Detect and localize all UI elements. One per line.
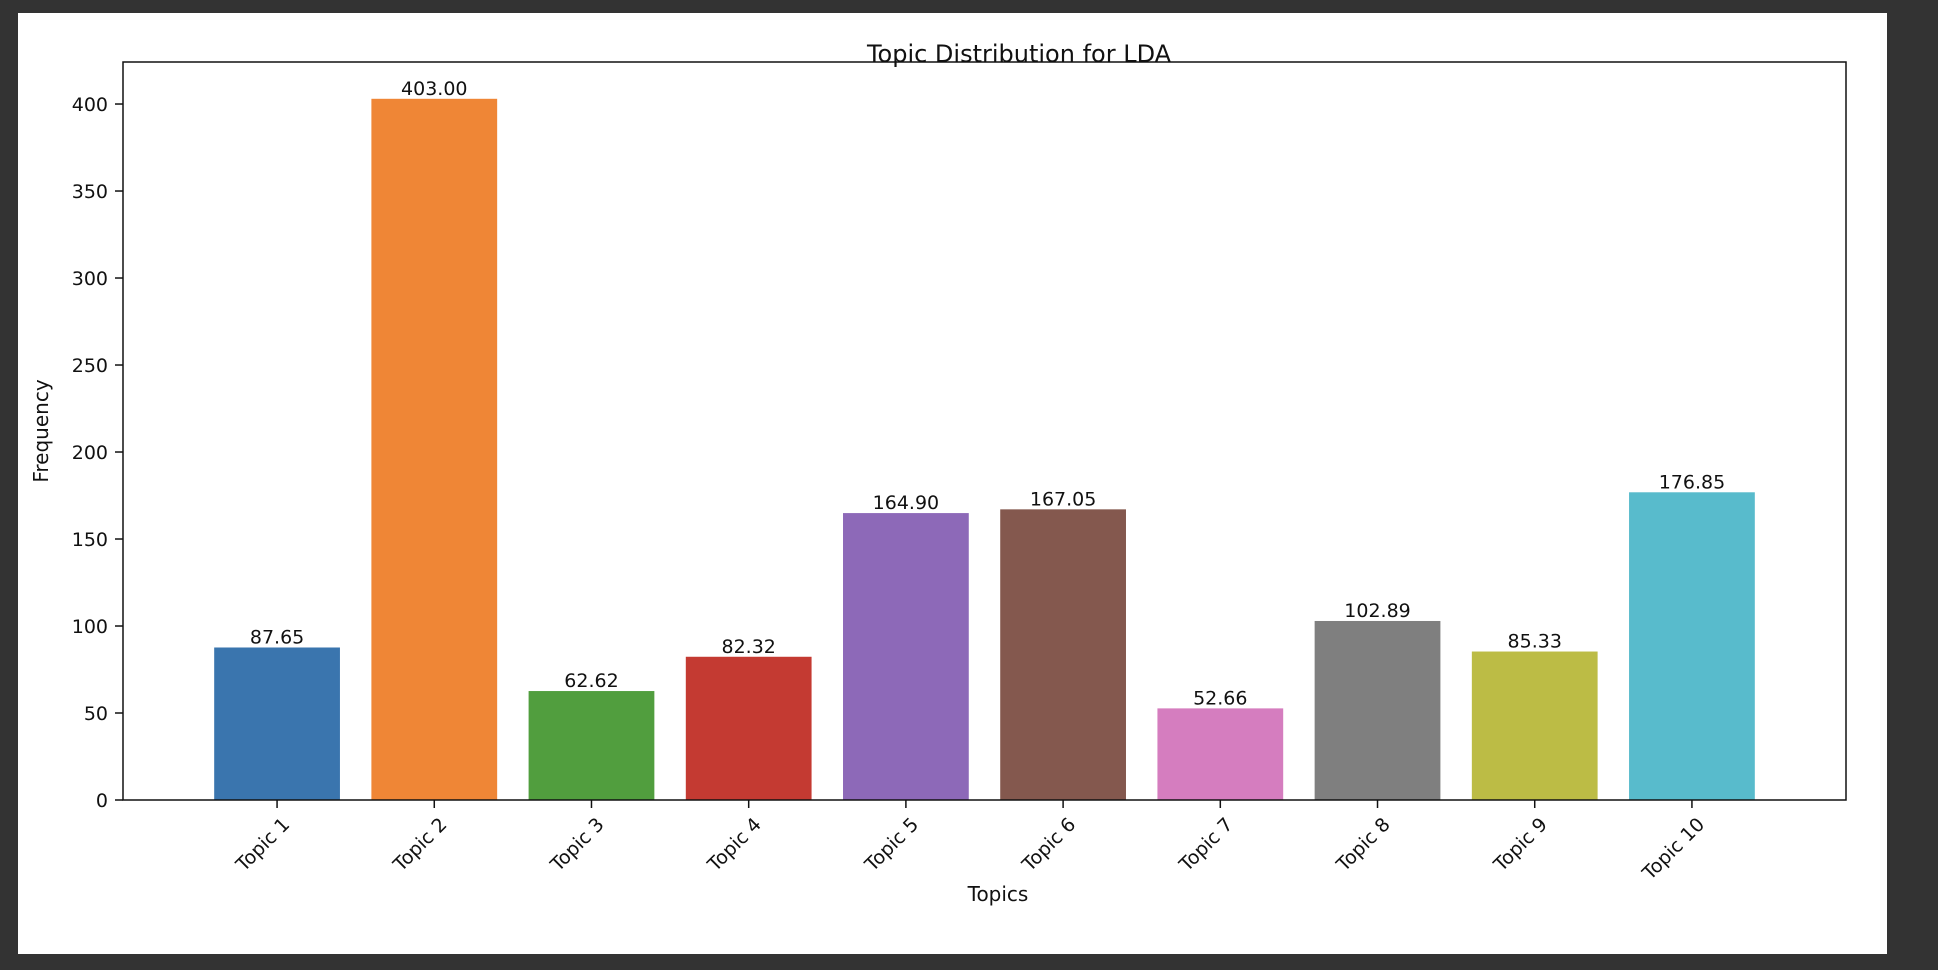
bar-value-label-3: 62.62 (564, 670, 618, 692)
bar-value-label-5: 164.90 (873, 492, 939, 514)
bar-6 (1000, 509, 1126, 800)
bar-4 (685, 656, 812, 800)
x-tick-label-6: Topic 6 (1017, 814, 1080, 877)
bar-1 (214, 647, 340, 800)
x-tick-label-3: Topic 3 (546, 814, 609, 877)
bar-value-label-10: 176.85 (1659, 471, 1725, 493)
bar-3 (528, 691, 655, 800)
chart-title: Topic Distribution for LDA (866, 40, 1172, 68)
x-tick-label-9: Topic 9 (1489, 814, 1552, 877)
x-tick-label-1: Topic 1 (231, 814, 294, 877)
bar-8 (1314, 620, 1441, 800)
bar-9 (1471, 651, 1598, 800)
x-tick-label-2: Topic 2 (389, 814, 452, 877)
y-tick-label-7: 350 (72, 181, 108, 203)
y-tick-label-2: 100 (72, 616, 108, 638)
plot-frame (122, 61, 1847, 801)
bar-value-label-8: 102.89 (1344, 600, 1410, 622)
y-tick-label-3: 150 (72, 529, 108, 551)
x-axis-label: Topics (967, 882, 1029, 906)
chart-figure: Topic Distribution for LDA 87.65 403.00 62… (18, 13, 1887, 954)
bar-2 (371, 98, 498, 801)
x-tick-label-10: Topic 10 (1638, 814, 1709, 885)
y-tick-label-1: 50 (84, 703, 108, 725)
bar-7 (1157, 708, 1284, 800)
y-tick-label-8: 400 (72, 94, 108, 116)
bar-value-label-1: 87.65 (250, 626, 304, 648)
bar-value-label-6: 167.05 (1030, 488, 1096, 510)
bar-chart: Topic Distribution for LDA 87.65 403.00 62… (29, 40, 1847, 906)
x-tick-label-7: Topic 7 (1175, 814, 1238, 877)
bar-10 (1629, 492, 1755, 800)
y-axis: 0 50 100 150 200 250 300 350 400 (72, 94, 123, 812)
bar-value-label-4: 82.32 (721, 636, 775, 658)
x-tick-label-5: Topic 5 (860, 814, 923, 877)
bar-value-label-9: 85.33 (1508, 631, 1562, 653)
x-tick-label-8: Topic 8 (1332, 814, 1395, 877)
y-tick-label-6: 300 (72, 268, 108, 290)
y-tick-label-4: 200 (72, 442, 108, 464)
bar-5 (843, 513, 969, 800)
bars-group (214, 98, 1755, 801)
bar-value-label-7: 52.66 (1193, 687, 1247, 709)
y-tick-label-5: 250 (72, 355, 108, 377)
y-axis-label: Frequency (29, 379, 53, 482)
x-axis: Topic 1 Topic 2 Topic 3 Topic 4 Topic 5 Topic… (231, 800, 1709, 885)
x-tick-label-4: Topic 4 (703, 814, 766, 877)
value-labels-group: 87.65 403.00 62.62 82.32 164.90 167.05 52.66 10… (250, 78, 1725, 710)
bar-value-label-2: 403.00 (401, 78, 467, 100)
y-tick-label-0: 0 (96, 790, 108, 812)
